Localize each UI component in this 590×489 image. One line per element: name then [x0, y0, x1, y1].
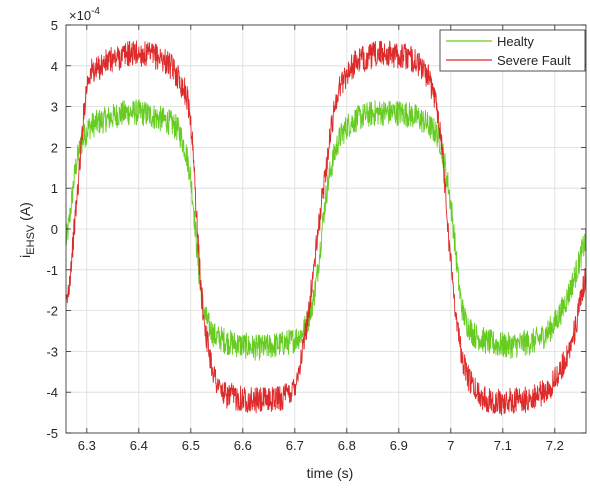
- x-tick-label: 6.9: [390, 438, 408, 453]
- y-tick-label: -3: [46, 344, 58, 359]
- legend-label-severe-fault: Severe Fault: [497, 53, 571, 68]
- y-tick-label: 1: [51, 181, 58, 196]
- y-tick-label: 5: [51, 18, 58, 33]
- y-tick-label: 4: [51, 59, 58, 74]
- y-tick-label: -4: [46, 385, 58, 400]
- x-tick-label: 7: [447, 438, 454, 453]
- x-tick-labels: 6.3 6.4 6.5 6.6 6.7 6.8 6.9 7 7.1 7.2: [78, 438, 564, 453]
- x-axis-label: time (s): [307, 465, 354, 481]
- x-tick-label: 6.4: [130, 438, 148, 453]
- legend-box: [439, 29, 586, 72]
- legend: Healty Severe Fault: [439, 29, 586, 72]
- y-axis-label-prefix: i: [17, 255, 33, 258]
- y-tick-labels: -5 -4 -3 -2 -1 0 1 2 3 4 5: [46, 18, 58, 441]
- y-tick-label: -5: [46, 426, 58, 441]
- y-tick-label: 3: [51, 100, 58, 115]
- x-tick-label: 6.7: [286, 438, 304, 453]
- exponent-base: ×10: [69, 8, 91, 23]
- legend-label-healty: Healty: [497, 34, 534, 49]
- x-tick-label: 6.6: [234, 438, 252, 453]
- y-tick-label: -1: [46, 263, 58, 278]
- y-tick-label: -2: [46, 304, 58, 319]
- y-tick-label: 0: [51, 222, 58, 237]
- y-axis-label-suffix: (A): [17, 202, 33, 225]
- exponent-label: ×10-4: [69, 6, 100, 23]
- series-line-healty: [65, 99, 587, 361]
- series-line-severe-fault: [65, 40, 587, 416]
- grid: [66, 24, 586, 434]
- x-tick-label: 6.5: [182, 438, 200, 453]
- series-layer: [65, 40, 587, 416]
- y-axis-label-subscript: EHSV: [25, 224, 37, 255]
- x-tick-label: 7.2: [546, 438, 564, 453]
- y-axis-label: iEHSV (A): [17, 202, 37, 258]
- exponent-power: -4: [91, 6, 100, 17]
- x-tick-label: 6.8: [338, 438, 356, 453]
- x-tick-label: 7.1: [494, 438, 512, 453]
- y-tick-label: 2: [51, 140, 58, 155]
- x-tick-label: 6.3: [78, 438, 96, 453]
